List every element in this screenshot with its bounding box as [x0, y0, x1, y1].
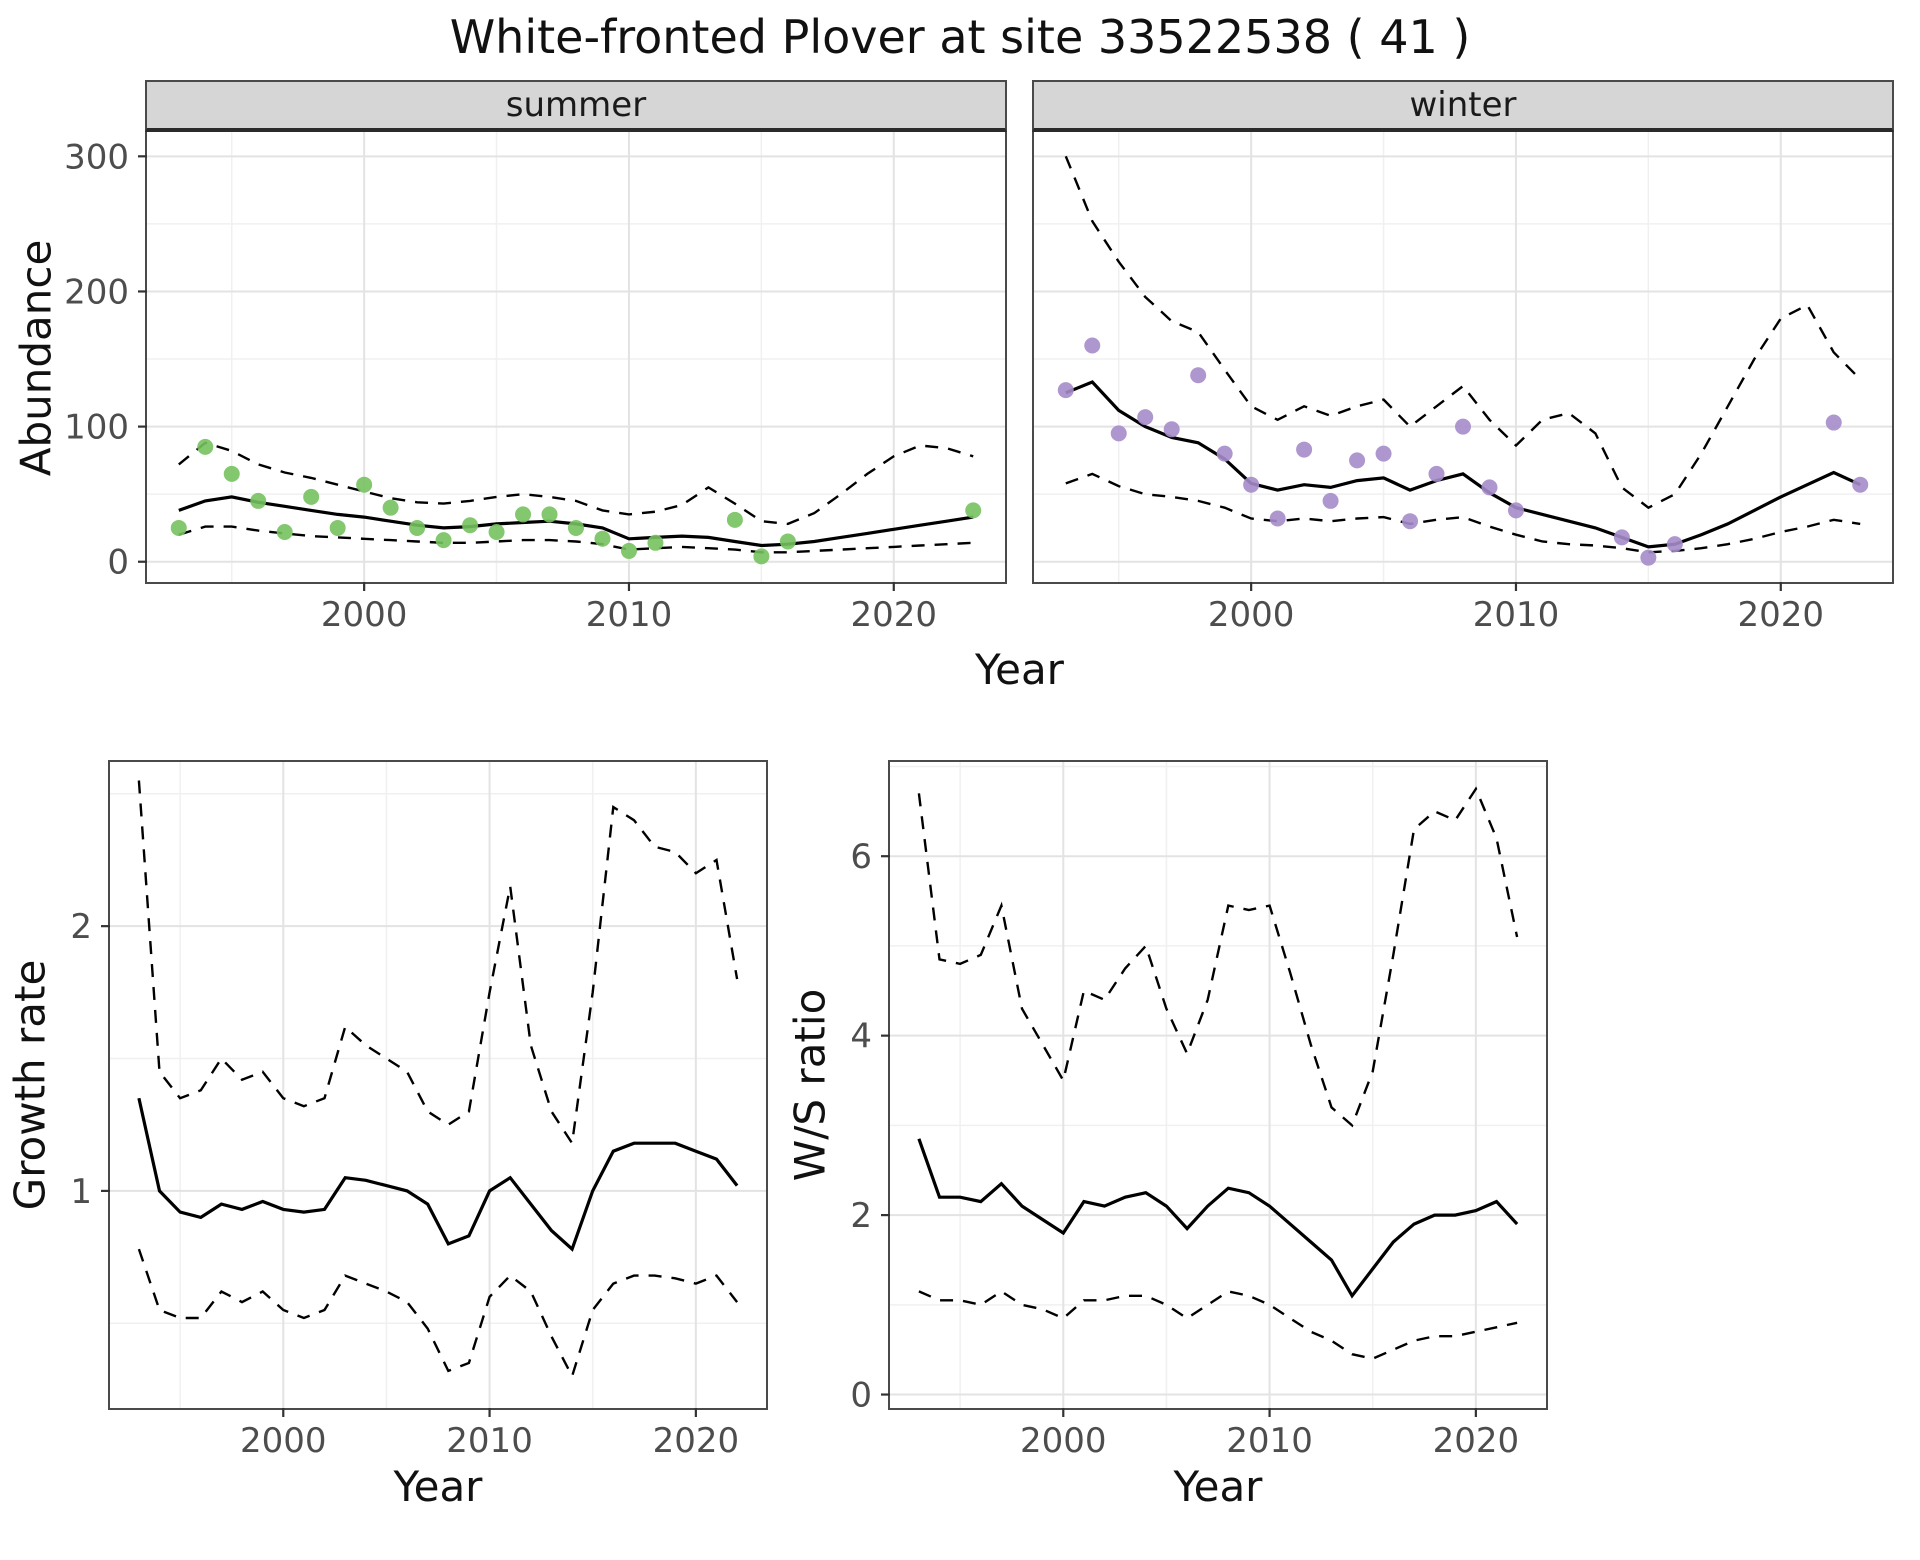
data-point: [1137, 409, 1154, 426]
data-point: [726, 511, 743, 528]
facet-strip-winter-label: winter: [1409, 85, 1517, 125]
series-lower-ci: [178, 525, 974, 554]
data-point: [197, 438, 214, 455]
chart-growth-rate: 2000 2010 2020 1 2: [70, 762, 766, 1461]
panel-abundance-winter: 2000 2010 2020: [1032, 132, 1894, 635]
data-point: [329, 519, 346, 536]
y-tick-label: 200: [64, 272, 129, 312]
x-tick-label: 2010: [1473, 595, 1560, 635]
data-point: [1375, 445, 1392, 462]
data-point: [1613, 529, 1630, 546]
data-point: [620, 542, 637, 559]
data-point: [1507, 502, 1524, 519]
data-point: [1296, 441, 1313, 458]
y-tick-label: 4: [850, 1017, 872, 1057]
x-tick-label: 2020: [653, 1421, 740, 1461]
data-point: [1057, 382, 1074, 399]
y-tick-label: 1: [70, 1172, 92, 1212]
panel-abundance-summer: 2000 2010 2020 0 100 200 300: [64, 132, 1007, 635]
y-tick-label: 0: [850, 1376, 872, 1416]
data-point: [170, 519, 187, 536]
chart-abundance-summer: 2000 2010 2020 0 100 200 300: [64, 132, 1005, 635]
data-point: [1163, 421, 1180, 438]
data-point: [250, 492, 267, 509]
data-point: [1190, 367, 1207, 384]
data-point: [303, 488, 320, 505]
data-point: [1640, 549, 1657, 566]
data-point: [1269, 510, 1286, 527]
data-point: [1349, 452, 1366, 469]
x-tick-label: 2020: [851, 595, 938, 635]
data-point: [965, 502, 982, 519]
data-point: [1455, 418, 1471, 435]
facet-strip-summer: summer: [145, 80, 1007, 132]
data-point: [223, 465, 240, 482]
y-tick-label: 100: [64, 408, 129, 448]
chart-abundance-winter: 2000 2010 2020: [1034, 132, 1892, 635]
data-point: [1481, 479, 1498, 496]
y-axis-label-ws-ratio: W/S ratio: [785, 988, 835, 1182]
panel-growth-rate: 2000 2010 2020 1 2: [70, 760, 768, 1461]
panel-ws-ratio: 2000 2010 2020 0 2 4 6: [850, 760, 1548, 1461]
series-estimate: [137, 1097, 739, 1252]
data-point: [1402, 513, 1419, 530]
data-point: [647, 534, 664, 551]
data-point: [1428, 465, 1445, 482]
data-point: [753, 548, 770, 565]
y-axis-label-abundance: Abundance: [11, 239, 61, 477]
data-point: [276, 524, 293, 540]
x-tick-label: 2000: [1208, 595, 1295, 635]
data-point: [568, 519, 584, 536]
x-tick-label: 2000: [240, 1421, 327, 1461]
series-upper-ci: [917, 786, 1519, 1128]
data-point: [382, 499, 399, 516]
y-tick-label: 2: [850, 1196, 872, 1236]
data-point: [515, 506, 532, 523]
series-estimate: [1065, 380, 1861, 549]
data-point: [356, 476, 373, 493]
data-point: [1216, 445, 1233, 462]
facet-strip-summer-label: summer: [505, 85, 647, 125]
data-point: [1322, 492, 1339, 509]
x-axis-label-year-growth: Year: [393, 1462, 483, 1511]
y-axis-label-growth-rate: Growth rate: [5, 959, 55, 1211]
figure-title: White-fronted Plover at site 33522538 ( …: [449, 10, 1471, 64]
series-lower-ci: [137, 1248, 739, 1380]
facet-strip-winter: winter: [1032, 80, 1894, 132]
x-tick-label: 2020: [1738, 595, 1825, 635]
data-point: [1110, 425, 1127, 442]
data-point: [409, 519, 426, 536]
data-point: [779, 533, 796, 550]
series-upper-ci: [178, 441, 974, 526]
x-axis-label-year-ws: Year: [1173, 1462, 1263, 1511]
data-point: [1852, 476, 1869, 493]
y-tick-label: 0: [107, 543, 129, 583]
data-point: [541, 506, 558, 523]
x-tick-label: 2010: [1226, 1421, 1313, 1461]
series-upper-ci: [1064, 155, 1862, 510]
y-tick-label: 6: [850, 837, 872, 877]
series-estimate: [917, 1138, 1519, 1299]
data-point: [462, 517, 479, 534]
data-point: [1243, 476, 1260, 493]
x-tick-label: 2000: [1020, 1421, 1107, 1461]
x-tick-label: 2010: [586, 595, 673, 635]
x-tick-label: 2010: [446, 1421, 533, 1461]
y-tick-label: 300: [64, 137, 129, 177]
data-point: [488, 524, 505, 540]
data-point: [1666, 536, 1683, 553]
data-point: [435, 532, 452, 549]
x-tick-label: 2020: [1433, 1421, 1520, 1461]
series-lower-ci: [1065, 472, 1861, 554]
series-upper-ci: [137, 780, 739, 1147]
data-point: [594, 530, 611, 547]
data-point: [1084, 337, 1101, 354]
x-tick-label: 2000: [321, 595, 408, 635]
series-lower-ci: [918, 1289, 1518, 1360]
chart-ws-ratio: 2000 2010 2020 0 2 4 6: [850, 762, 1546, 1461]
data-point: [1825, 414, 1842, 431]
y-tick-label: 2: [70, 907, 92, 947]
x-axis-label-year-top: Year: [975, 645, 1064, 694]
